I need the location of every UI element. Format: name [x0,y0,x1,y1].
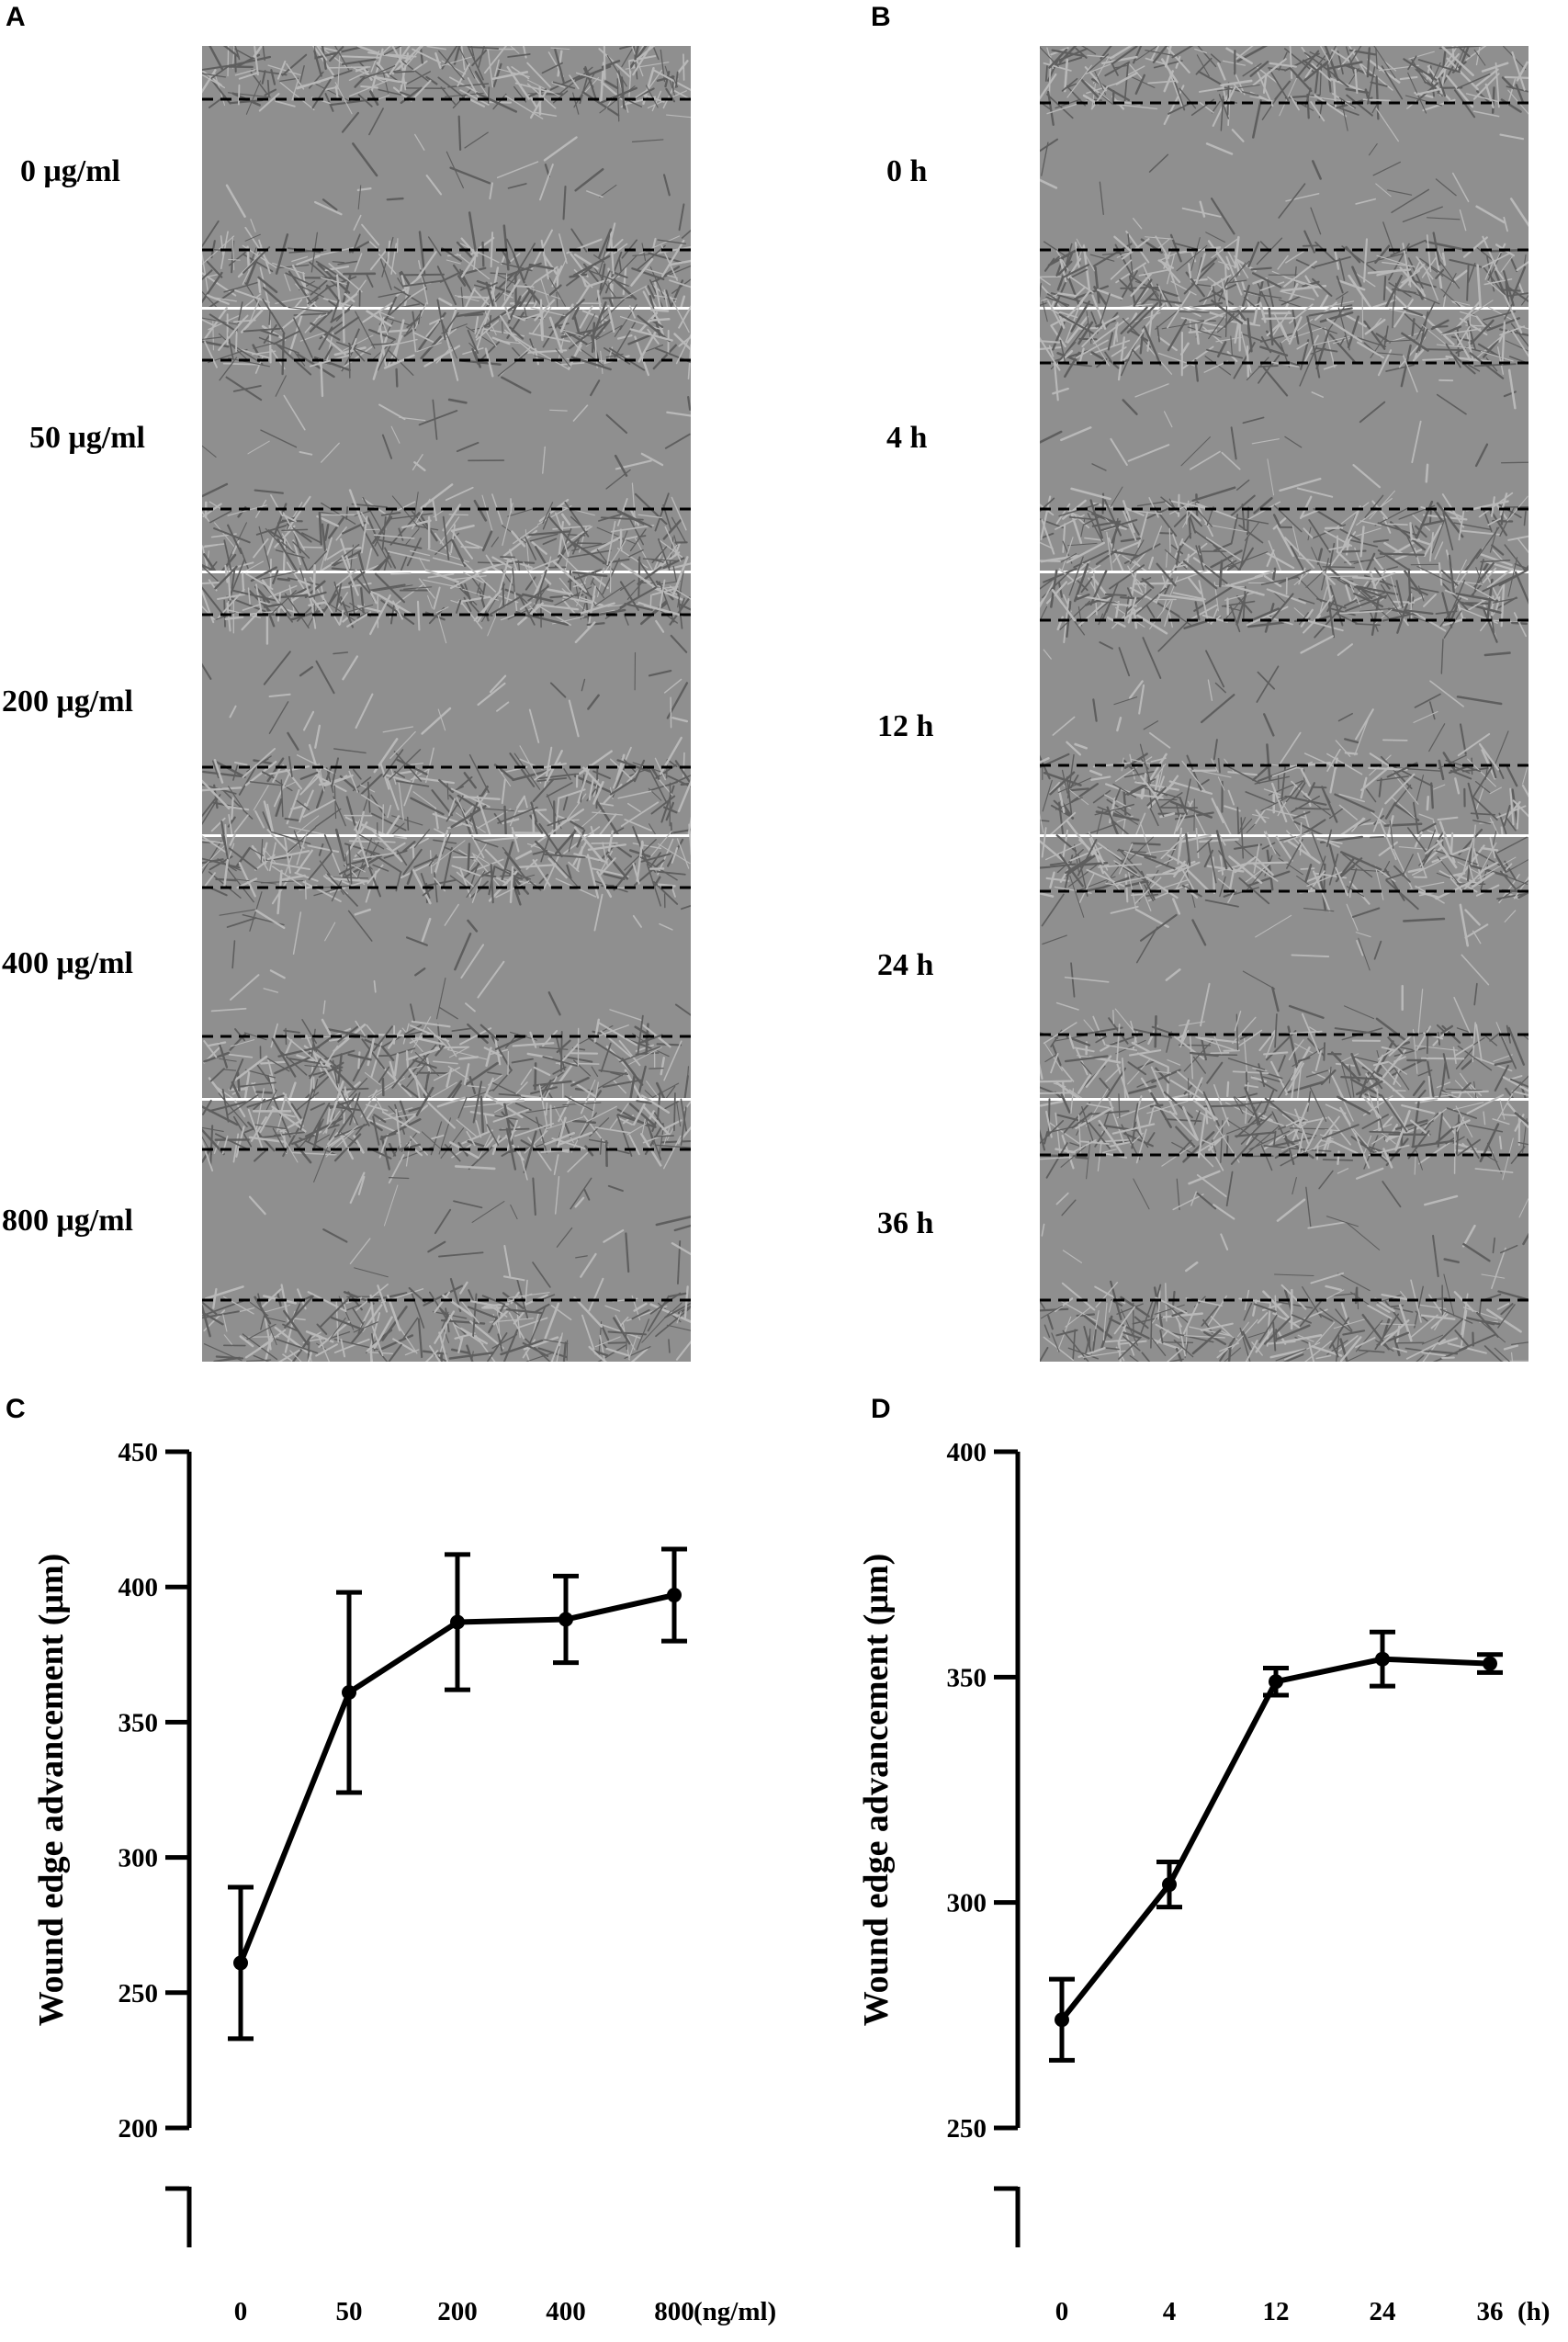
panel-b-row-label: 12 h [877,709,934,743]
cell-texture [1040,291,1529,591]
x-unit-label: (ng/ml) [694,2297,776,2326]
panel-a-row-label: 800 μg/ml [2,1204,133,1238]
x-tick-label: 36 [1477,2297,1504,2326]
cell-texture [1040,817,1529,1111]
x-tick-label: 0 [1055,2297,1069,2326]
cell-texture [202,289,691,593]
micrograph-column-b [1040,46,1529,1362]
tile-divider [1040,1098,1529,1101]
panel-a-letter: A [6,2,26,32]
y-tick-label: 200 [118,2114,159,2144]
x-tick-label: 0 [234,2297,248,2326]
x-unit-label: (h) [1517,2297,1550,2326]
data-point [342,1685,356,1701]
y-tick-label: 300 [118,1844,159,1873]
x-tick-label: 4 [1163,2297,1177,2326]
tile-divider [202,307,691,310]
data-point [667,1588,682,1603]
panel-b-letter: B [871,2,891,32]
x-tick-label: 800 [654,2297,694,2326]
chart-axes: 250 300 350 400 Wound edge advancement (μm) 0… [857,1438,1550,2326]
panel-b-row-label: 4 h [886,421,928,455]
cell-texture [202,820,691,1116]
y-tick-label: 450 [118,1438,159,1467]
chart-d: 250 300 350 400 Wound edge advancement (μm) 0… [857,1438,1550,2326]
panel-b-row-label: 24 h [877,948,934,982]
data-point [558,1612,573,1627]
panel-c-letter: C [6,1394,26,1424]
data-point [1162,1877,1177,1893]
panel-a-row-label: 200 μg/ml [2,684,133,718]
y-tick-label: 250 [118,1979,159,2008]
tile-divider [1040,834,1529,837]
x-tick-label: 200 [437,2297,478,2326]
data-point [450,1614,465,1630]
panel-a-row-label: 50 μg/ml [29,421,145,455]
y-tick-label: 400 [947,1438,987,1467]
cell-texture [202,46,691,327]
panel-b-row-label: 0 h [886,154,928,188]
cell-texture [1040,46,1529,327]
micrograph-tile [1040,310,1529,571]
panel-d-letter: D [871,1394,891,1424]
cell-texture [1040,1081,1529,1362]
panel-b-row-label: 36 h [877,1206,934,1240]
tile-divider [202,571,691,573]
chart-axes: 200 250 300 350 400 450 Wound edge advancement… [32,1438,776,2326]
y-tick-label: 250 [947,2114,987,2144]
cell-texture [1040,554,1529,852]
panel-a-row-label: 400 μg/ml [2,946,133,980]
data-point [233,1955,248,1971]
cell-texture [202,555,691,854]
chart-c: 200 250 300 350 400 450 Wound edge advancement… [32,1438,776,2326]
tile-divider [1040,307,1529,310]
data-point [1483,1656,1497,1671]
y-tick-label: 350 [118,1708,159,1737]
x-tick-label: 50 [336,2297,363,2326]
tile-divider [202,1098,691,1101]
data-point [1055,2012,1069,2028]
y-axis-label: Wound edge advancement (μm) [32,1554,71,2026]
y-axis-label: Wound edge advancement (μm) [857,1554,896,2026]
micrograph-column-a [202,46,691,1362]
y-tick-label: 300 [947,1889,987,1918]
data-point [1375,1651,1390,1667]
panel-a-row-label: 0 μg/ml [20,154,120,188]
series-line [1059,1656,1491,2022]
y-tick-label: 400 [118,1573,159,1602]
x-tick-label: 12 [1263,2297,1290,2326]
y-tick-label: 350 [947,1663,987,1692]
tile-divider [1040,571,1529,573]
data-point [1269,1674,1283,1690]
x-tick-label: 24 [1370,2297,1396,2326]
x-tick-label: 400 [546,2297,586,2326]
